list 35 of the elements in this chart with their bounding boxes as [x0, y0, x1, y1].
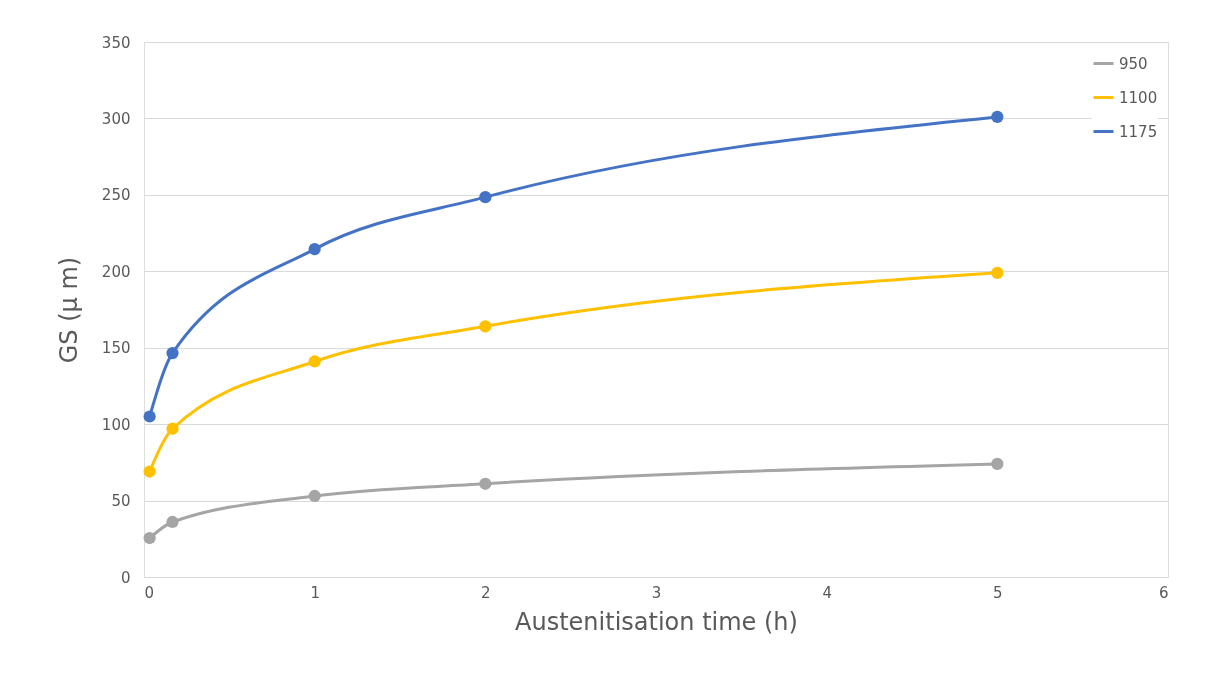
- x-tick-label: 3: [651, 583, 662, 602]
- legend-label: 1175: [1119, 122, 1158, 141]
- point: [991, 457, 1004, 470]
- y-tick-label: 50: [111, 492, 131, 511]
- point: [308, 355, 321, 368]
- point: [143, 465, 156, 478]
- x-tick-label: 4: [822, 583, 832, 602]
- y-tick-label: 200: [101, 262, 131, 281]
- y-tick-label: 150: [101, 339, 131, 358]
- x-tick-label: 2: [481, 583, 491, 602]
- point: [166, 346, 179, 360]
- x-tick-label: 1: [310, 583, 320, 602]
- point: [308, 489, 321, 503]
- point: [166, 515, 179, 529]
- y-axis-title: GS (μ m): [54, 256, 83, 364]
- point: [479, 477, 492, 490]
- point: [991, 110, 1004, 124]
- x-tick-label: 6: [1158, 583, 1169, 602]
- x-axis-title: Austenitisation time (h): [515, 607, 798, 636]
- point: [143, 531, 156, 545]
- point: [308, 243, 321, 256]
- legend-label: 1100: [1119, 88, 1158, 107]
- y-tick-label: 300: [101, 109, 131, 128]
- y-tick-label: 0: [120, 568, 131, 587]
- point: [479, 320, 492, 333]
- x-tick-label: 0: [144, 583, 155, 602]
- legend-label: 950: [1119, 54, 1148, 73]
- point: [143, 410, 156, 423]
- y-tick-label: 250: [101, 186, 131, 205]
- y-tick-label: 350: [101, 33, 131, 52]
- point: [479, 191, 492, 204]
- point: [991, 266, 1004, 279]
- point: [166, 422, 179, 435]
- x-tick-label: 5: [993, 583, 1003, 602]
- y-tick-label: 100: [101, 415, 131, 434]
